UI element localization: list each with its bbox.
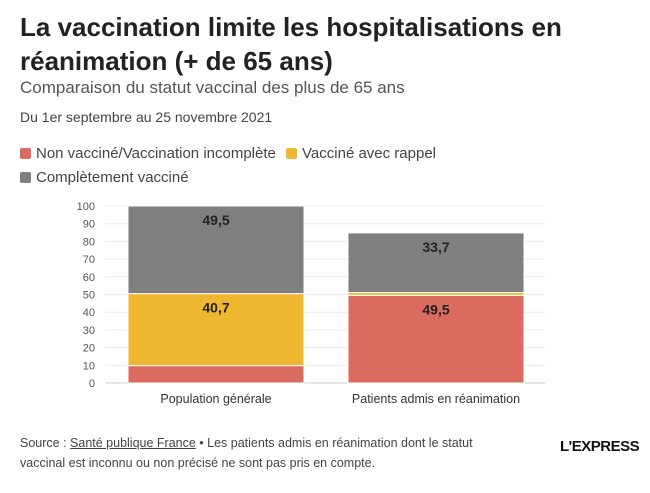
legend-item-non-vaccine: Non vacciné/Vaccination incomplète bbox=[20, 142, 276, 166]
source-link[interactable]: Santé publique France bbox=[70, 436, 196, 450]
legend-label: Vacciné avec rappel bbox=[302, 145, 436, 162]
legend: Non vacciné/Vaccination incomplète Vacci… bbox=[20, 142, 540, 190]
y-tick-label: 0 bbox=[89, 378, 95, 390]
bar-segment bbox=[127, 365, 305, 384]
y-tick-label: 70 bbox=[83, 254, 95, 266]
data-label: 49,5 bbox=[202, 212, 229, 228]
data-label: 49,5 bbox=[422, 301, 449, 317]
stacked-bar-chart: 0 10 20 30 40 50 60 70 80 90 100 40,7 49,5 Population… bbox=[77, 201, 545, 406]
x-tick-label: Population générale bbox=[160, 392, 271, 406]
y-tick-label: 30 bbox=[83, 325, 95, 337]
lexpress-logo: L'EXPRESS bbox=[560, 438, 640, 455]
y-tick-label: 60 bbox=[83, 272, 95, 284]
data-label: 40,7 bbox=[202, 300, 229, 316]
y-tick-label: 40 bbox=[83, 307, 95, 319]
footer-text: • Les patients admis en réanimation dont… bbox=[20, 436, 473, 470]
y-tick-label: 50 bbox=[83, 290, 95, 302]
data-label: 33,7 bbox=[422, 239, 449, 255]
footer-note: Source : Santé publique France • Les pat… bbox=[20, 433, 520, 473]
legend-swatch bbox=[20, 148, 31, 159]
bar-segment bbox=[127, 293, 305, 367]
y-tick-label: 20 bbox=[83, 343, 95, 355]
legend-swatch bbox=[20, 172, 31, 183]
legend-swatch bbox=[286, 148, 298, 159]
y-tick-label: 90 bbox=[83, 219, 95, 231]
legend-item-complet: Complètement vacciné bbox=[20, 166, 189, 190]
legend-item-rappel: Vacciné avec rappel bbox=[286, 142, 436, 166]
date-range: Du 1er septembre au 25 novembre 2021 bbox=[20, 109, 273, 125]
source-prefix: Source : bbox=[20, 436, 71, 450]
bar-segment bbox=[347, 232, 525, 294]
x-tick-label: Patients admis en réanimation bbox=[352, 392, 520, 406]
chart-subtitle: Comparaison du statut vaccinal des plus … bbox=[20, 78, 405, 97]
y-tick-label: 10 bbox=[83, 360, 95, 372]
bar-segment bbox=[127, 205, 305, 295]
chart-title: La vaccination limite les hospitalisatio… bbox=[20, 12, 562, 76]
y-tick-label: 100 bbox=[77, 201, 95, 213]
legend-label: Complètement vacciné bbox=[36, 169, 189, 186]
bar-segment bbox=[347, 294, 525, 384]
legend-label: Non vacciné/Vaccination incomplète bbox=[36, 145, 276, 162]
y-tick-label: 80 bbox=[83, 236, 95, 248]
